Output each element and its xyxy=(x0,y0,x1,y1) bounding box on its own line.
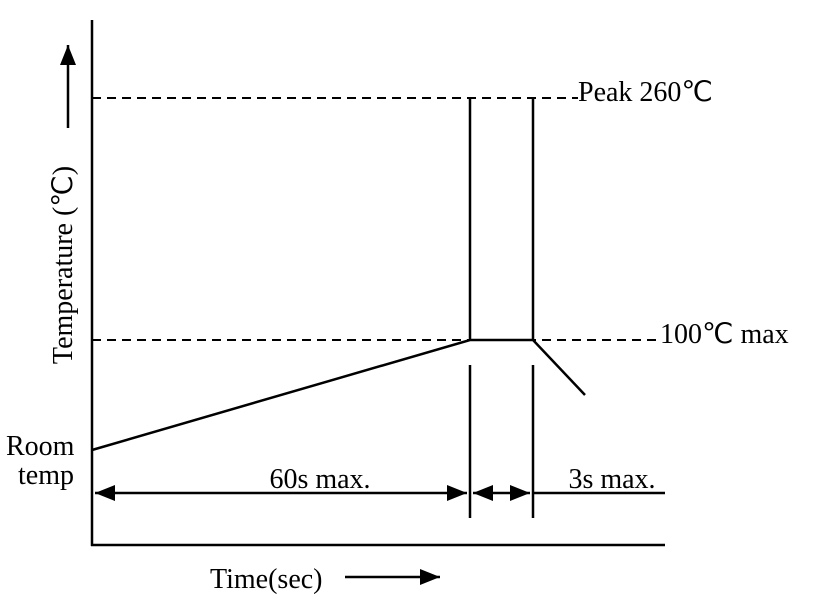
max-label: 100℃ max xyxy=(660,319,789,350)
y-axis-label: Temperature (℃) xyxy=(48,166,79,364)
room-label: temp xyxy=(18,460,74,491)
x-axis-label: Time(sec) xyxy=(210,564,323,595)
room-label: Room xyxy=(6,431,75,462)
ramp-label: 60s max. xyxy=(269,464,370,495)
profile-curve xyxy=(91,338,586,452)
hold-label: 3s max. xyxy=(568,464,655,495)
peak-label: Peak 260℃ xyxy=(578,77,713,108)
